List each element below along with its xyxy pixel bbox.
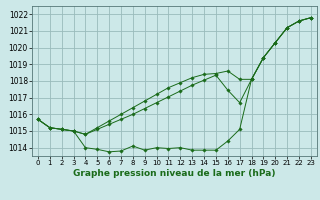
X-axis label: Graphe pression niveau de la mer (hPa): Graphe pression niveau de la mer (hPa) [73, 169, 276, 178]
